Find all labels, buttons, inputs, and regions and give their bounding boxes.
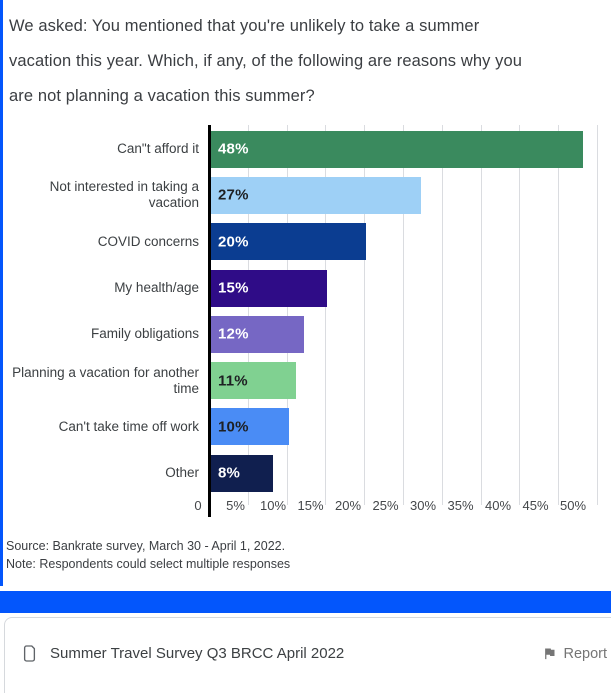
category-label: Planning a vacation for another time [12,364,199,396]
report-title: Summer Travel Survey Q3 BRCC April 2022 [50,645,345,662]
chart-row: Can't take time off work 10% [0,404,611,450]
x-axis-tick-label: 25% [372,498,399,513]
bar[interactable]: 11% [211,362,297,400]
note-line: Note: Respondents could select multiple … [6,556,291,571]
chart-row: Can"t afford it 48% [0,126,611,172]
gridline [441,125,443,505]
bar-value-label: 11% [218,372,248,390]
x-axis-tick-label: 0 [194,498,202,513]
category-label: Not interested in taking a vacation [49,179,199,211]
bar-track: 15% [209,269,611,307]
bar-value-label: 15% [218,279,249,297]
bar-value-label: 10% [218,418,249,436]
bar[interactable]: 8% [211,454,274,492]
gridline [325,125,327,505]
footer-row: Summer Travel Survey Q3 BRCC April 2022 … [5,644,611,663]
category-label: Can't take time off work [58,418,199,434]
bar[interactable]: 15% [211,269,328,307]
chart-footnotes: Source: Bankrate survey, March 30 - Apri… [6,538,290,573]
bar-track: 27% [209,176,611,214]
gridline [247,125,249,505]
x-axis-tick-label: 10% [259,498,287,513]
bar-track: 11% [209,362,611,400]
gridline [519,125,521,505]
bar-chart: Can"t afford it 48% Not interested in taki… [0,126,611,496]
left-accent-border [0,0,3,586]
bar-track: 20% [209,223,611,261]
category-label: Other [165,465,199,481]
report-button[interactable]: Report [542,646,607,662]
source-line: Source: Bankrate survey, March 30 - Apri… [6,539,286,553]
bar[interactable]: 10% [211,408,289,446]
bar-track: 10% [209,408,611,446]
gridline [480,125,482,505]
gridline [558,125,560,505]
chart-y-axis-line [208,125,211,517]
gridline [286,125,288,505]
x-axis-tick-label: 50% [559,498,587,513]
gridline [364,125,366,505]
chart-gridlines [0,125,611,505]
bar-track: 8% [209,454,611,492]
bar[interactable]: 27% [211,176,421,214]
footer-card: Summer Travel Survey Q3 BRCC April 2022 … [4,617,611,693]
bar-value-label: 20% [218,233,249,251]
bar-value-label: 12% [218,325,249,343]
chart-row: My health/age 15% [0,265,611,311]
chart-row: Family obligations 12% [0,311,611,357]
x-axis-tick-label: 45% [522,498,549,513]
x-axis-tick-label: 30% [409,498,437,513]
chart-row: Not interested in taking a vacation 27% [0,172,611,218]
chart-row: Other 8% [0,450,611,496]
gridline [597,125,598,505]
category-label: Family obligations [90,326,199,342]
bar[interactable]: 12% [211,315,305,353]
survey-question-title: We asked: You mentioned that you're unli… [9,17,523,105]
report-button-label: Report [563,645,607,662]
bar-value-label: 48% [218,140,249,158]
x-axis-tick-label: 20% [334,498,362,513]
bar-value-label: 27% [218,186,249,204]
bar-track: 12% [209,315,611,353]
category-label: COVID concerns [97,233,199,249]
x-axis-tick-label: 5% [226,498,245,513]
chart-x-axis-labels: 0 5% 10% 15% 20% 25% 30% 35% 40% 45% 50% [0,498,611,518]
category-label: Can"t afford it [117,141,199,157]
bar-track: 48% [209,130,611,168]
category-label: My health/age [114,280,199,296]
bar[interactable]: 20% [211,223,367,261]
document-icon [22,644,37,663]
flag-icon [542,646,557,661]
bar-value-label: 8% [218,464,241,482]
x-axis-tick-label: 40% [484,498,512,513]
x-axis-tick-label: 35% [447,498,474,513]
gridline [403,125,404,505]
accent-divider-band [0,591,611,613]
chart-row: COVID concerns 20% [0,219,611,265]
x-axis-tick-label: 15% [297,498,324,513]
chart-row: Planning a vacation for another time 11% [0,357,611,403]
bar[interactable]: 48% [211,130,584,168]
